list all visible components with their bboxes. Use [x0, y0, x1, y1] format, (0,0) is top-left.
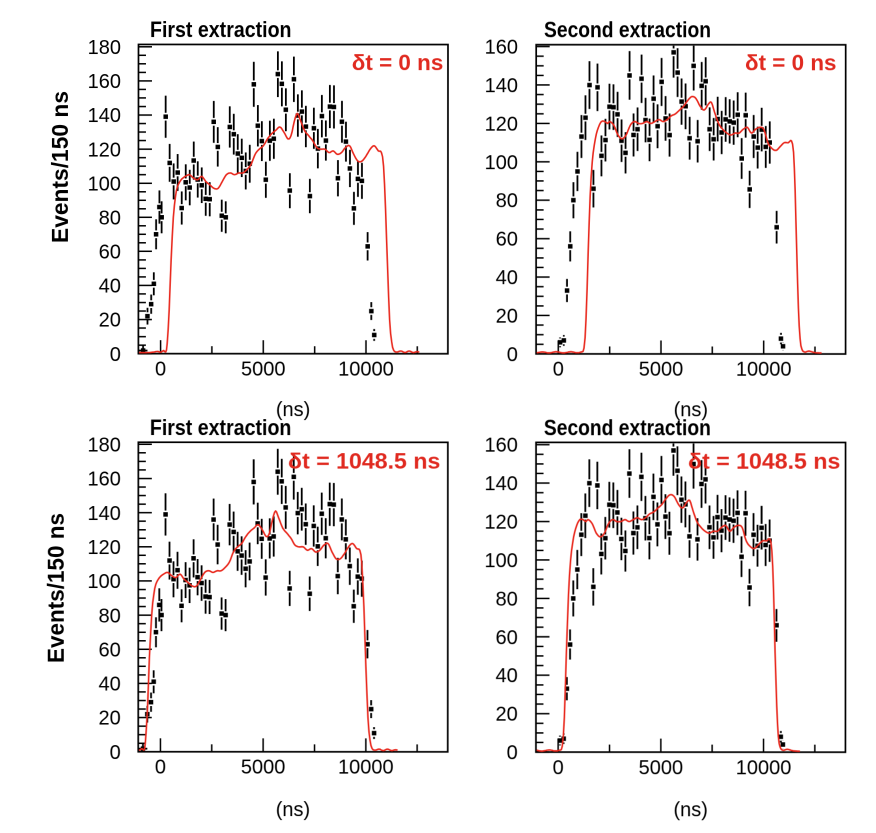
svg-text:160: 160: [87, 469, 120, 491]
svg-text:10000: 10000: [736, 359, 792, 381]
svg-text:120: 120: [484, 512, 517, 534]
svg-text:0: 0: [110, 344, 121, 366]
svg-text:120: 120: [485, 114, 518, 136]
svg-text:First extraction: First extraction: [150, 17, 292, 42]
svg-text:20: 20: [98, 708, 120, 730]
svg-text:Events/150 ns: Events/150 ns: [43, 513, 69, 663]
svg-text:80: 80: [99, 207, 121, 229]
svg-text:40: 40: [496, 267, 518, 289]
svg-text:100: 100: [88, 173, 121, 195]
svg-text:60: 60: [496, 229, 518, 251]
svg-text:100: 100: [484, 550, 517, 572]
svg-text:5000: 5000: [639, 359, 684, 381]
svg-text:40: 40: [99, 674, 121, 696]
svg-text:First extraction: First extraction: [150, 415, 292, 440]
svg-text:Second extraction: Second extraction: [544, 17, 711, 42]
svg-text:60: 60: [496, 627, 518, 649]
svg-text:0: 0: [507, 742, 518, 764]
svg-text:δt = 0 ns: δt = 0 ns: [352, 50, 444, 75]
svg-text:(ns): (ns): [276, 799, 310, 821]
svg-text:20: 20: [99, 310, 121, 332]
svg-text:0: 0: [553, 359, 564, 381]
svg-text:40: 40: [496, 665, 518, 687]
svg-text:5000: 5000: [241, 359, 286, 381]
svg-text:160: 160: [88, 71, 121, 93]
svg-text:Events/150 ns: Events/150 ns: [47, 91, 73, 243]
svg-text:60: 60: [99, 639, 121, 661]
svg-text:120: 120: [88, 139, 121, 161]
svg-text:160: 160: [484, 435, 517, 457]
svg-text:100: 100: [87, 571, 120, 593]
svg-text:(ns): (ns): [276, 399, 310, 421]
svg-text:0: 0: [507, 344, 518, 366]
svg-text:140: 140: [88, 105, 121, 127]
svg-text:(ns): (ns): [673, 799, 707, 821]
svg-text:120: 120: [87, 537, 120, 559]
svg-text:140: 140: [87, 503, 120, 525]
svg-text:δt = 1048.5 ns: δt = 1048.5 ns: [288, 448, 440, 473]
svg-text:20: 20: [496, 306, 518, 328]
svg-text:10000: 10000: [338, 359, 394, 381]
svg-text:20: 20: [495, 704, 517, 726]
svg-text:180: 180: [88, 37, 121, 59]
svg-text:0: 0: [553, 757, 564, 779]
svg-text:140: 140: [484, 473, 517, 495]
svg-text:140: 140: [485, 75, 518, 97]
svg-text:80: 80: [496, 589, 518, 611]
svg-text:160: 160: [485, 37, 518, 59]
svg-text:180: 180: [87, 435, 120, 457]
svg-text:100: 100: [485, 152, 518, 174]
svg-text:5000: 5000: [241, 757, 286, 779]
svg-text:(ns): (ns): [674, 399, 708, 421]
svg-text:10000: 10000: [338, 757, 394, 779]
svg-text:0: 0: [155, 757, 166, 779]
svg-text:60: 60: [99, 242, 121, 264]
svg-text:80: 80: [99, 605, 121, 627]
svg-text:40: 40: [99, 276, 121, 298]
svg-text:80: 80: [496, 190, 518, 212]
svg-text:0: 0: [155, 359, 166, 381]
svg-text:10000: 10000: [736, 757, 792, 779]
svg-text:Second extraction: Second extraction: [544, 415, 711, 440]
svg-text:δt = 1048.5 ns: δt = 1048.5 ns: [688, 449, 840, 474]
svg-text:δt = 0 ns: δt = 0 ns: [745, 50, 837, 75]
svg-text:5000: 5000: [639, 757, 684, 779]
svg-text:0: 0: [110, 742, 121, 764]
